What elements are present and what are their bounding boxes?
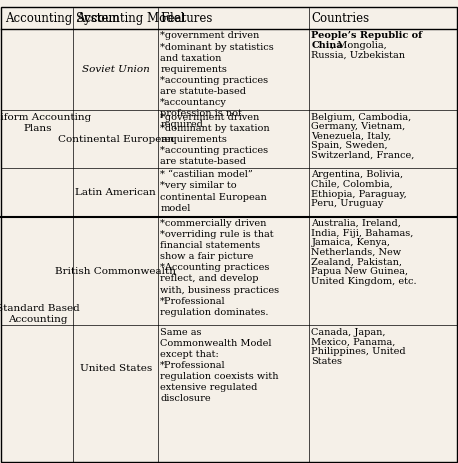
- Text: Canada, Japan,: Canada, Japan,: [311, 328, 386, 337]
- Text: *government driven
*dominant by statistics
and taxation
requirements
*accounting: *government driven *dominant by statisti…: [160, 31, 274, 129]
- Text: Latin American: Latin American: [75, 188, 156, 197]
- Text: Jamaica, Kenya,: Jamaica, Kenya,: [311, 238, 390, 247]
- Text: *government driven
*dominant by taxation
requirements
*accounting practices
are : *government driven *dominant by taxation…: [160, 113, 270, 166]
- Text: Countries: Countries: [311, 12, 370, 25]
- Text: Chile, Colombia,: Chile, Colombia,: [311, 180, 393, 189]
- Text: Papua New Guinea,: Papua New Guinea,: [311, 267, 409, 276]
- Text: Belgium, Cambodia,: Belgium, Cambodia,: [311, 113, 412, 121]
- Text: Features: Features: [160, 12, 213, 25]
- Text: Philippines, United: Philippines, United: [311, 347, 406, 356]
- Text: Russia, Uzbekistan: Russia, Uzbekistan: [311, 51, 405, 60]
- Text: Argentina, Bolivia,: Argentina, Bolivia,: [311, 170, 403, 179]
- Text: Accounting Model: Accounting Model: [76, 12, 184, 25]
- Text: Ethiopia, Paraguay,: Ethiopia, Paraguay,: [311, 190, 407, 199]
- Text: Continental European: Continental European: [58, 135, 174, 144]
- Text: United Kingdom, etc.: United Kingdom, etc.: [311, 277, 417, 286]
- Text: Same as
Commonwealth Model
except that:
*Professional
regulation coexists with
e: Same as Commonwealth Model except that: …: [160, 328, 279, 403]
- Text: India, Fiji, Bahamas,: India, Fiji, Bahamas,: [311, 229, 414, 238]
- Text: Australia, Ireland,: Australia, Ireland,: [311, 219, 401, 228]
- Text: Peru, Uruguay: Peru, Uruguay: [311, 200, 384, 208]
- Text: States: States: [311, 357, 343, 366]
- Text: Soviet Union: Soviet Union: [82, 65, 149, 74]
- Text: United States: United States: [80, 364, 152, 373]
- Text: * “castilian model”
*very similar to
continental European
model: * “castilian model” *very similar to con…: [160, 170, 267, 213]
- Text: Accounting System: Accounting System: [5, 12, 119, 25]
- Text: Switzerland, France,: Switzerland, France,: [311, 151, 415, 160]
- Text: China: China: [311, 41, 343, 50]
- Text: , Mongolia,: , Mongolia,: [331, 41, 387, 50]
- Text: Standard Based
Accounting: Standard Based Accounting: [0, 304, 80, 324]
- Text: *commercially driven
*overriding rule is that
financial statements
show a fair p: *commercially driven *overriding rule is…: [160, 219, 279, 317]
- Text: Venezuela, Italy,: Venezuela, Italy,: [311, 132, 392, 141]
- Text: Germany, Vietnam,: Germany, Vietnam,: [311, 122, 406, 131]
- Text: Spain, Sweden,: Spain, Sweden,: [311, 142, 388, 150]
- Text: Netherlands, New: Netherlands, New: [311, 248, 402, 257]
- Text: Mexico, Panama,: Mexico, Panama,: [311, 338, 396, 346]
- Text: British Commonwealth: British Commonwealth: [55, 267, 176, 275]
- Text: Uniform Accounting
Plans: Uniform Accounting Plans: [0, 113, 91, 132]
- Text: Zealand, Pakistan,: Zealand, Pakistan,: [311, 257, 403, 267]
- Text: People’s Republic of: People’s Republic of: [311, 31, 423, 40]
